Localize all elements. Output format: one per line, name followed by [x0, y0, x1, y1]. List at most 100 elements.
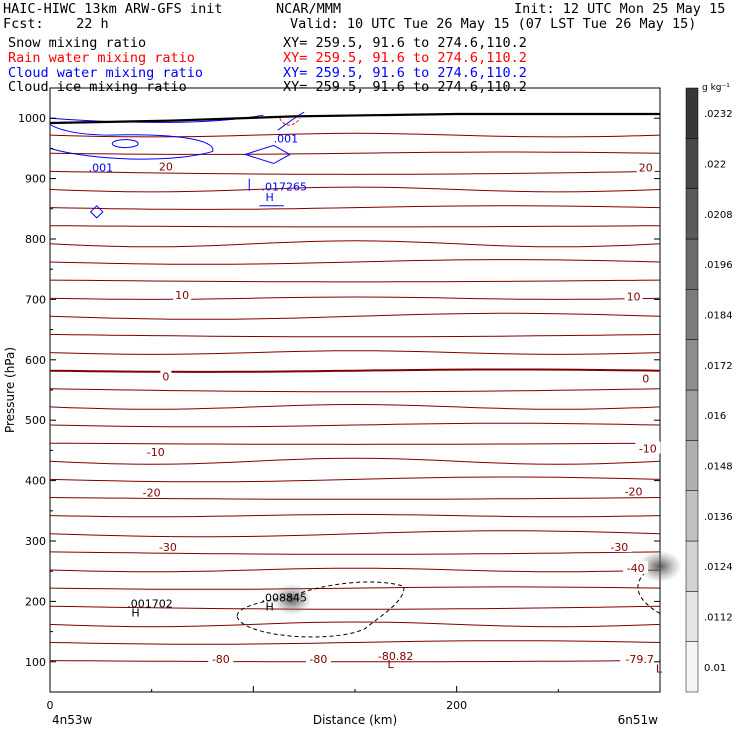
colorbar-bin [685, 238, 699, 290]
extrema-label: .001702 [127, 597, 172, 610]
temperature-contour [49, 333, 661, 338]
colorbar-label: .022 [704, 160, 726, 171]
colorbar-bin [685, 87, 699, 139]
temperature-contour [49, 422, 661, 428]
temperature-label: -40 [627, 562, 645, 575]
colorbar-label: .0172 [704, 361, 733, 372]
temperature-contour [49, 240, 661, 248]
temperature-label-bg [155, 540, 181, 553]
x-axis-title: Distance (km) [313, 713, 397, 727]
temperature-contour [49, 442, 661, 445]
cloud-water-contour [111, 139, 139, 149]
temperature-label-bg [624, 289, 643, 302]
temperature-label: -80 [212, 653, 230, 666]
temperature-label-bg [208, 651, 234, 664]
y-tick-label: 600 [25, 354, 46, 367]
colorbar-label: .0208 [704, 210, 733, 221]
colorbar-units: g kg⁻¹ [702, 83, 730, 93]
y-tick-label: 900 [25, 173, 46, 186]
temperature-label: -20 [143, 487, 161, 500]
temperature-contour [49, 259, 661, 265]
surface-terrain-line [49, 112, 660, 125]
temperature-label-bg [173, 288, 192, 301]
extrema-label: H [266, 600, 274, 613]
section-end-location: 6n51w [618, 713, 659, 727]
model-title: HAIC-HIWC 13km ARW-GFS init [3, 1, 223, 17]
temperature-contour [49, 497, 661, 500]
temperature-contour [49, 660, 661, 663]
field-name-cloud-ice: Cloud ice mixing ratio [8, 79, 187, 95]
colorbar-label: 0.01 [704, 663, 726, 674]
temperature-label: 20 [159, 161, 173, 174]
temperature-contour [49, 151, 661, 155]
y-tick-label: 200 [25, 595, 46, 608]
colorbar-bin [685, 339, 699, 391]
temperature-contour [49, 186, 661, 193]
y-tick-label: 500 [25, 414, 46, 427]
field-name-snow: Snow mixing ratio [8, 35, 147, 51]
temperature-label-bg [372, 648, 419, 661]
temperature-contour [49, 388, 661, 393]
y-tick-label: 100 [25, 656, 46, 669]
colorbar-bin [685, 389, 699, 441]
temperature-label-bg [305, 651, 331, 664]
temperature-label: -79.7 [625, 653, 653, 666]
temperature-contour [49, 312, 661, 320]
y-tick-label: 800 [25, 233, 46, 246]
org-label: NCAR/MMM [276, 1, 342, 17]
cloud-water-contour [277, 111, 305, 131]
temperature-label: 0 [162, 371, 169, 384]
colorbar-bin [685, 540, 699, 592]
y-tick-label: 700 [25, 293, 46, 306]
y-tick-label: 300 [25, 535, 46, 548]
temperature-label-bg [606, 540, 632, 553]
temperature-label: -10 [147, 446, 165, 459]
colorbar-bin [685, 188, 699, 240]
temperature-label: 10 [627, 290, 641, 303]
colorbar-label: .0148 [704, 462, 733, 473]
temperature-label-bg [621, 484, 647, 497]
y-axis-title: Pressure (hPa) [3, 347, 17, 433]
temperature-contour [49, 476, 661, 483]
temperature-contour [49, 403, 661, 410]
temperature-contour [49, 621, 661, 628]
temperature-contour [49, 170, 661, 175]
temperature-contour [49, 225, 661, 228]
field-xy-cloud-water: XY= 259.5, 91.6 to 274.6,110.2 [283, 65, 527, 81]
temperature-contour [49, 457, 661, 465]
temperature-label: -10 [639, 443, 657, 456]
y-tick-label: 400 [25, 475, 46, 488]
temperature-contour [49, 567, 661, 573]
temperature-contour [49, 605, 661, 610]
temperature-contour [49, 368, 661, 373]
extrema-label: H [266, 191, 274, 204]
temperature-label: 20 [639, 162, 653, 175]
temperature-label: 0 [642, 373, 649, 386]
colorbar-bin [685, 490, 699, 542]
cloud-ice-shading [638, 550, 682, 583]
temperature-label-bg [635, 441, 661, 454]
temperature-label-bg [139, 485, 165, 498]
temperature-label-bg [636, 160, 655, 173]
cloud-water-contour [49, 123, 214, 160]
snow-contour [637, 573, 661, 614]
temperature-label: -30 [159, 541, 177, 554]
rain-contour [279, 117, 301, 126]
extrema-label: .008845 [261, 591, 307, 604]
colorbar-bin [685, 440, 699, 491]
valid-time: Valid: 10 UTC Tue 26 May 15 (07 LST Tue … [290, 16, 697, 32]
cloud-water-contour [89, 205, 104, 219]
temperature-label-bg [143, 445, 169, 458]
colorbar-bin [685, 289, 699, 340]
extrema-label: .017265 [261, 181, 307, 194]
temperature-label-bg [620, 651, 660, 664]
temperature-contour [49, 296, 661, 300]
temperature-contour [49, 640, 661, 645]
field-xy-cloud-ice: XY= 259.5, 91.6 to 274.6,110.2 [283, 79, 527, 95]
temperature-contour [49, 205, 661, 210]
temperature-label-bg [160, 369, 172, 382]
cloud-water-contour [243, 144, 291, 165]
section-start-location: 4n53w [52, 713, 93, 727]
x-tick-label: 0 [47, 699, 54, 712]
